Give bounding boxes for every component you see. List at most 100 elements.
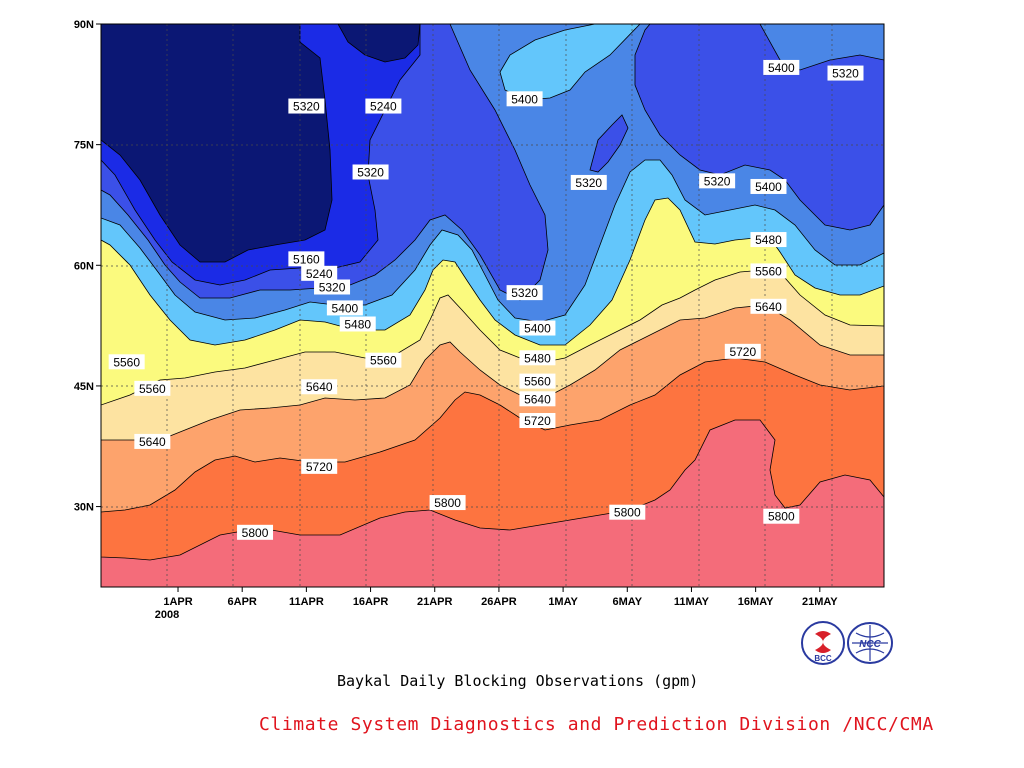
contour-label-box [724,343,761,359]
y-axis: 90N 75N 60N 45N 30N [74,19,101,514]
x-tick-label: 16MAY [738,596,774,608]
blocking-contour-chart: 90N 75N 60N 45N 30N 1APR 6APR 11APR 16APR 21APR 2… [74,19,885,621]
contour-label-box [699,173,736,189]
bcc-logo-text: BCC [814,654,832,663]
x-tick-label: 6MAY [612,596,642,608]
contour-label: 5320 [293,100,320,114]
x-tick-label: 21APR [417,596,453,608]
contour-label-box [519,413,556,429]
contour-label-box [314,279,351,295]
x-tick-label: 21MAY [802,596,838,608]
contour-label-box [750,298,787,314]
x-tick-label: 11APR [289,596,324,608]
x-tick-label: 1MAY [548,596,578,608]
contour-label-box [301,379,338,395]
band-below-5160-north [337,24,421,63]
contour-label: 5560 [113,355,140,369]
contour-label-box [134,433,171,449]
contour-label: 5160 [293,252,320,266]
x-year-label: 2008 [155,609,179,621]
contour-label: 5400 [332,301,359,315]
contour-label-box [519,320,556,336]
contour-label: 5720 [729,345,756,359]
x-tick-label: 11MAY [674,596,710,608]
contour-label-box [750,178,787,194]
contour-label-box [519,350,556,366]
contour-label-box [365,352,402,368]
x-tick-label: 6APR [228,596,257,608]
plot-frame [100,23,885,588]
contour-label-box [365,98,402,114]
credit-line: Climate System Diagnostics and Predictio… [259,714,934,735]
contour-label: 5400 [755,180,782,194]
contour-label-box [134,380,171,396]
contour-label-box [288,251,325,267]
contour-label-box [301,265,338,281]
y-tick-label: 90N [74,19,94,31]
y-tick-label: 30N [74,502,94,514]
contour-label-box [827,65,864,81]
contour-label: 5320 [704,174,731,188]
contour-label-box [506,285,543,301]
contour-label-box [237,524,274,540]
contour-label-box [609,504,646,520]
contour-label: 5480 [344,317,371,331]
x-tick-label: 1APR [163,596,192,608]
contour-label: 5800 [434,496,461,510]
ncc-logo-text: NCC [859,639,881,650]
x-tick-label: 26APR [481,596,517,608]
band-5240-5320-small [589,114,629,173]
contour-label: 5800 [242,526,269,540]
contour-label: 5320 [575,176,602,190]
contour-label: 5640 [306,380,333,394]
contour-label: 5480 [755,233,782,247]
contour-label: 5640 [524,392,551,406]
contour-label: 5800 [768,510,795,524]
band-below-5160 [101,24,333,263]
band-5240-5320-east [634,24,884,231]
contour-label: 5560 [370,354,397,368]
contour-label-box [301,458,338,474]
contour-label-box [339,316,376,332]
contour-label-box [519,373,556,389]
y-tick-label: 45N [74,381,94,393]
ncc-logo: NCC [847,622,893,664]
contour-label: 5640 [139,435,166,449]
contour-label: 5320 [319,281,346,295]
y-tick-label: 75N [74,140,94,152]
contour-label: 5320 [357,165,384,179]
contour-label: 5560 [524,375,551,389]
contour-label-box [506,91,543,107]
x-tick-label: 16APR [353,596,389,608]
contour-label-box [570,174,607,190]
chart-caption: Baykal Daily Blocking Observations (gpm) [337,672,699,690]
contour-label-box [763,508,800,524]
x-axis: 1APR 6APR 11APR 16APR 21APR 26APR 1MAY 6MAY 11MA… [163,587,838,608]
contour-label: 5240 [370,100,397,114]
contour-label-box [750,263,787,279]
contour-label: 5640 [755,300,782,314]
contour-label-box [763,59,800,75]
contour-label: 5800 [614,506,641,520]
contour-label: 5240 [306,267,333,281]
contour-label: 5400 [511,92,538,106]
bcc-logo: BCC [801,621,845,665]
contour-label: 5320 [832,67,859,81]
contour-label-box [429,495,466,511]
contour-label-box [108,354,145,370]
contour-label: 5400 [524,322,551,336]
y-tick-label: 60N [74,260,94,272]
contour-label: 5480 [524,351,551,365]
contour-label: 5400 [768,61,795,75]
contour-label-box [750,232,787,248]
contour-label: 5720 [524,414,551,428]
contour-label-box [519,391,556,407]
contour-label-box [326,300,363,316]
contour-label-box [352,164,389,180]
contour-label: 5560 [755,264,782,278]
contour-label: 5320 [511,286,538,300]
contour-label: 5560 [139,382,166,396]
contour-label: 5720 [306,460,333,474]
contour-label-box [288,98,325,114]
